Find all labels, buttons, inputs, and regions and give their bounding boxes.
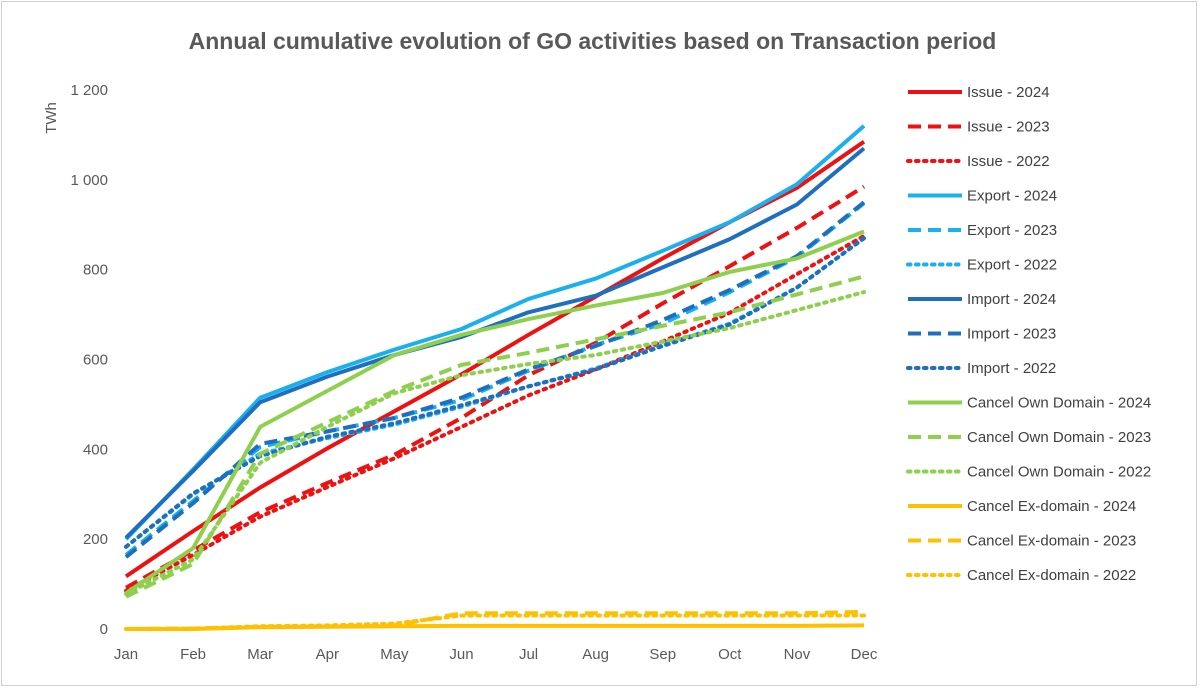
- legend-entry: Cancel Ex-domain - 2022: [906, 567, 1136, 584]
- legend-entry: Issue - 2024: [908, 84, 1050, 101]
- y-axis: 0 200 400 600 800 1 000 1 200: [70, 82, 108, 638]
- x-tick-label: Aug: [582, 646, 609, 663]
- x-tick-label: May: [380, 646, 409, 663]
- legend-entry: Import - 2024: [908, 291, 1056, 308]
- y-tick-label: 800: [83, 262, 108, 279]
- x-tick-label: Dec: [851, 646, 878, 663]
- legend-label: Import - 2023: [967, 326, 1056, 343]
- series-line: [125, 184, 866, 590]
- series-line: [124, 200, 866, 559]
- chart-title: Annual cumulative evolution of GO activi…: [188, 28, 997, 54]
- series-line: [124, 146, 866, 540]
- y-tick-label: 400: [83, 441, 108, 458]
- x-tick-label: Feb: [180, 646, 206, 663]
- legend-label: Import - 2022: [967, 360, 1056, 377]
- legend-entry: Issue - 2022: [906, 153, 1050, 170]
- legend-label: Cancel Ex-domain - 2023: [967, 533, 1136, 550]
- legend-entry: Cancel Ex-domain - 2023: [908, 533, 1136, 550]
- y-tick-label: 600: [83, 352, 108, 369]
- legend-entry: Cancel Own Domain - 2024: [908, 395, 1151, 412]
- x-tick-label: Apr: [316, 646, 339, 663]
- series-line: [124, 229, 865, 595]
- x-tick-label: Jun: [449, 646, 473, 663]
- legend-label: Export - 2023: [967, 222, 1057, 239]
- legend-entry: Export - 2024: [908, 188, 1057, 205]
- legend-entry: Import - 2023: [908, 326, 1056, 343]
- legend-entry: Cancel Ex-domain - 2024: [908, 498, 1136, 515]
- legend-label: Import - 2024: [967, 291, 1056, 308]
- legend-entry: Issue - 2023: [908, 119, 1050, 136]
- y-tick-label: 1 000: [70, 172, 108, 189]
- legend-label: Cancel Ex-domain - 2022: [967, 567, 1136, 584]
- legend-label: Cancel Own Domain - 2022: [967, 464, 1151, 481]
- series-line: [124, 613, 866, 631]
- y-tick-label: 1 200: [70, 82, 108, 99]
- legend: Issue - 2024 Issue - 2023 Issue - 2022 Expo…: [906, 84, 1151, 584]
- legend-entry: Cancel Own Domain - 2023: [908, 429, 1151, 446]
- legend-label: Issue - 2024: [967, 84, 1050, 101]
- series-line: [124, 290, 866, 596]
- legend-label: Export - 2024: [967, 188, 1057, 205]
- legend-entry: Export - 2023: [908, 222, 1057, 239]
- x-tick-label: Sep: [649, 646, 676, 663]
- y-tick-label: 0: [100, 621, 108, 638]
- x-tick-label: Oct: [718, 646, 742, 663]
- series-line: [124, 124, 866, 541]
- y-axis-label: TWh: [43, 102, 60, 134]
- legend-label: Export - 2022: [967, 257, 1057, 274]
- x-tick-label: Mar: [247, 646, 273, 663]
- legend-label: Cancel Own Domain - 2023: [967, 429, 1151, 446]
- legend-label: Issue - 2022: [967, 153, 1050, 170]
- legend-entry: Import - 2022: [906, 360, 1056, 377]
- y-tick-label: 200: [83, 531, 108, 548]
- legend-label: Issue - 2023: [967, 119, 1050, 136]
- x-axis: Jan Feb Mar Apr May Jun Jul Aug Sep Oct Nov Dec: [114, 646, 878, 663]
- series-line: [124, 234, 866, 593]
- series-line: [124, 236, 866, 549]
- plot-area: [124, 124, 866, 631]
- legend-entry: Cancel Own Domain - 2022: [906, 464, 1151, 481]
- legend-entry: Export - 2022: [906, 257, 1057, 274]
- series-line: [125, 274, 865, 599]
- x-tick-label: Jan: [114, 646, 138, 663]
- legend-label: Cancel Ex-domain - 2024: [967, 498, 1136, 515]
- x-tick-label: Nov: [784, 646, 811, 663]
- legend-label: Cancel Own Domain - 2024: [967, 395, 1151, 412]
- x-tick-label: Jul: [519, 646, 538, 663]
